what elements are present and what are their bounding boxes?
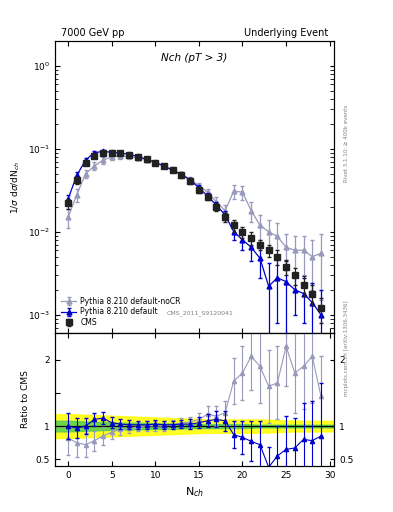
- Text: Underlying Event: Underlying Event: [244, 28, 329, 38]
- Y-axis label: 1/$\sigma$ d$\sigma$/dN$_{ch}$: 1/$\sigma$ d$\sigma$/dN$_{ch}$: [10, 160, 22, 214]
- Text: Rivet 3.1.10; ≥ 400k events: Rivet 3.1.10; ≥ 400k events: [344, 105, 349, 182]
- Text: mcplots.cern.ch [arXiv:1306.3436]: mcplots.cern.ch [arXiv:1306.3436]: [344, 301, 349, 396]
- Text: CMS_2011_S9120041: CMS_2011_S9120041: [167, 310, 233, 315]
- Legend: Pythia 8.210 default-noCR, Pythia 8.210 default, CMS: Pythia 8.210 default-noCR, Pythia 8.210 …: [59, 295, 183, 329]
- X-axis label: N$_{ch}$: N$_{ch}$: [185, 485, 204, 499]
- Text: Nch (pT > 3): Nch (pT > 3): [162, 53, 228, 62]
- Y-axis label: Ratio to CMS: Ratio to CMS: [21, 371, 30, 429]
- Text: 7000 GeV pp: 7000 GeV pp: [61, 28, 124, 38]
